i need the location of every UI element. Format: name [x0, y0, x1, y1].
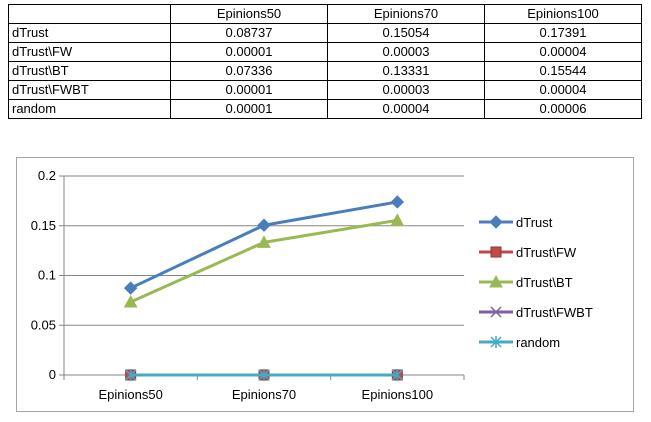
series-line: [130, 218, 398, 304]
table-cell: 0.00001: [170, 42, 328, 62]
legend-label: dTrust\FW: [516, 245, 577, 260]
row-label: dTrust: [8, 23, 171, 43]
row-label: dTrust\FW: [8, 42, 171, 62]
series-point: [257, 235, 271, 248]
series-point: [390, 213, 405, 226]
x-tick-label: Epinions70: [232, 387, 296, 402]
legend-marker: [489, 215, 503, 229]
legend-label: dTrust: [516, 215, 553, 230]
table-row: random 0.00001 0.00004 0.00006: [8, 99, 642, 119]
table-row: dTrust\FWBT 0.00001 0.00003 0.00004: [8, 80, 642, 100]
y-tick-label: 0: [49, 367, 56, 382]
series-point: [257, 218, 271, 232]
row-label: dTrust\BT: [8, 61, 171, 81]
legend-marker: [489, 274, 503, 288]
table-row: dTrust 0.08737 0.15054 0.17391: [8, 23, 642, 43]
table-cell: 0.00003: [327, 42, 485, 62]
chart-svg: 0 0.05 0.1 0.15 0.2 Epinions50 Epinions70 Epini…: [31, 168, 593, 402]
table-cell: 0.00004: [327, 99, 485, 119]
series-point: [123, 281, 138, 295]
x-tick-label: Epinions100: [362, 387, 434, 402]
table-cell: 0.13331: [327, 61, 485, 81]
y-tick-label: 0.15: [31, 218, 56, 233]
row-label: random: [8, 99, 171, 119]
line-chart: 0 0.05 0.1 0.15 0.2 Epinions50 Epinions70 Epini…: [16, 157, 634, 412]
table-cell: 0.00004: [484, 80, 642, 100]
table-cell: 0.00003: [327, 80, 485, 100]
table-cell: 0.15054: [327, 23, 485, 43]
table-header-row: Epinions50 Epinions70 Epinions100: [8, 4, 642, 24]
series-point: [123, 294, 138, 308]
table-cell: 0.00001: [170, 99, 328, 119]
legend-marker: [490, 306, 502, 318]
header-cell: [8, 4, 171, 24]
table-cell: 0.00004: [484, 42, 642, 62]
table-row: dTrust\BT 0.07336 0.13331 0.15544: [8, 61, 642, 81]
legend-label: dTrust\BT: [516, 275, 573, 290]
header-cell: Epinions100: [484, 4, 642, 24]
legend-label: random: [516, 335, 560, 350]
y-tick-label: 0.1: [38, 268, 56, 283]
series-point: [390, 195, 405, 209]
series-point: [258, 368, 270, 381]
table-cell: 0.17391: [484, 23, 642, 43]
y-tick-label: 0.2: [38, 168, 56, 183]
results-table: Epinions50 Epinions70 Epinions100 dTrust…: [8, 4, 642, 119]
table-cell: 0.00006: [484, 99, 642, 119]
y-tick-label: 0.05: [31, 317, 56, 332]
legend-label: dTrust\FWBT: [516, 305, 593, 320]
legend-marker: [490, 246, 502, 258]
legend-marker: [490, 336, 502, 348]
row-label: dTrust\FWBT: [8, 80, 171, 100]
series-point: [391, 368, 403, 381]
header-cell: Epinions50: [170, 4, 328, 24]
x-tick-label: Epinions50: [99, 387, 163, 402]
header-cell: Epinions70: [327, 4, 485, 24]
table-row: dTrust\FW 0.00001 0.00003 0.00004: [8, 42, 642, 62]
table-cell: 0.08737: [170, 23, 328, 43]
series-point: [125, 368, 137, 381]
table-cell: 0.15544: [484, 61, 642, 81]
table-cell: 0.07336: [170, 61, 328, 81]
table-cell: 0.00001: [170, 80, 328, 100]
